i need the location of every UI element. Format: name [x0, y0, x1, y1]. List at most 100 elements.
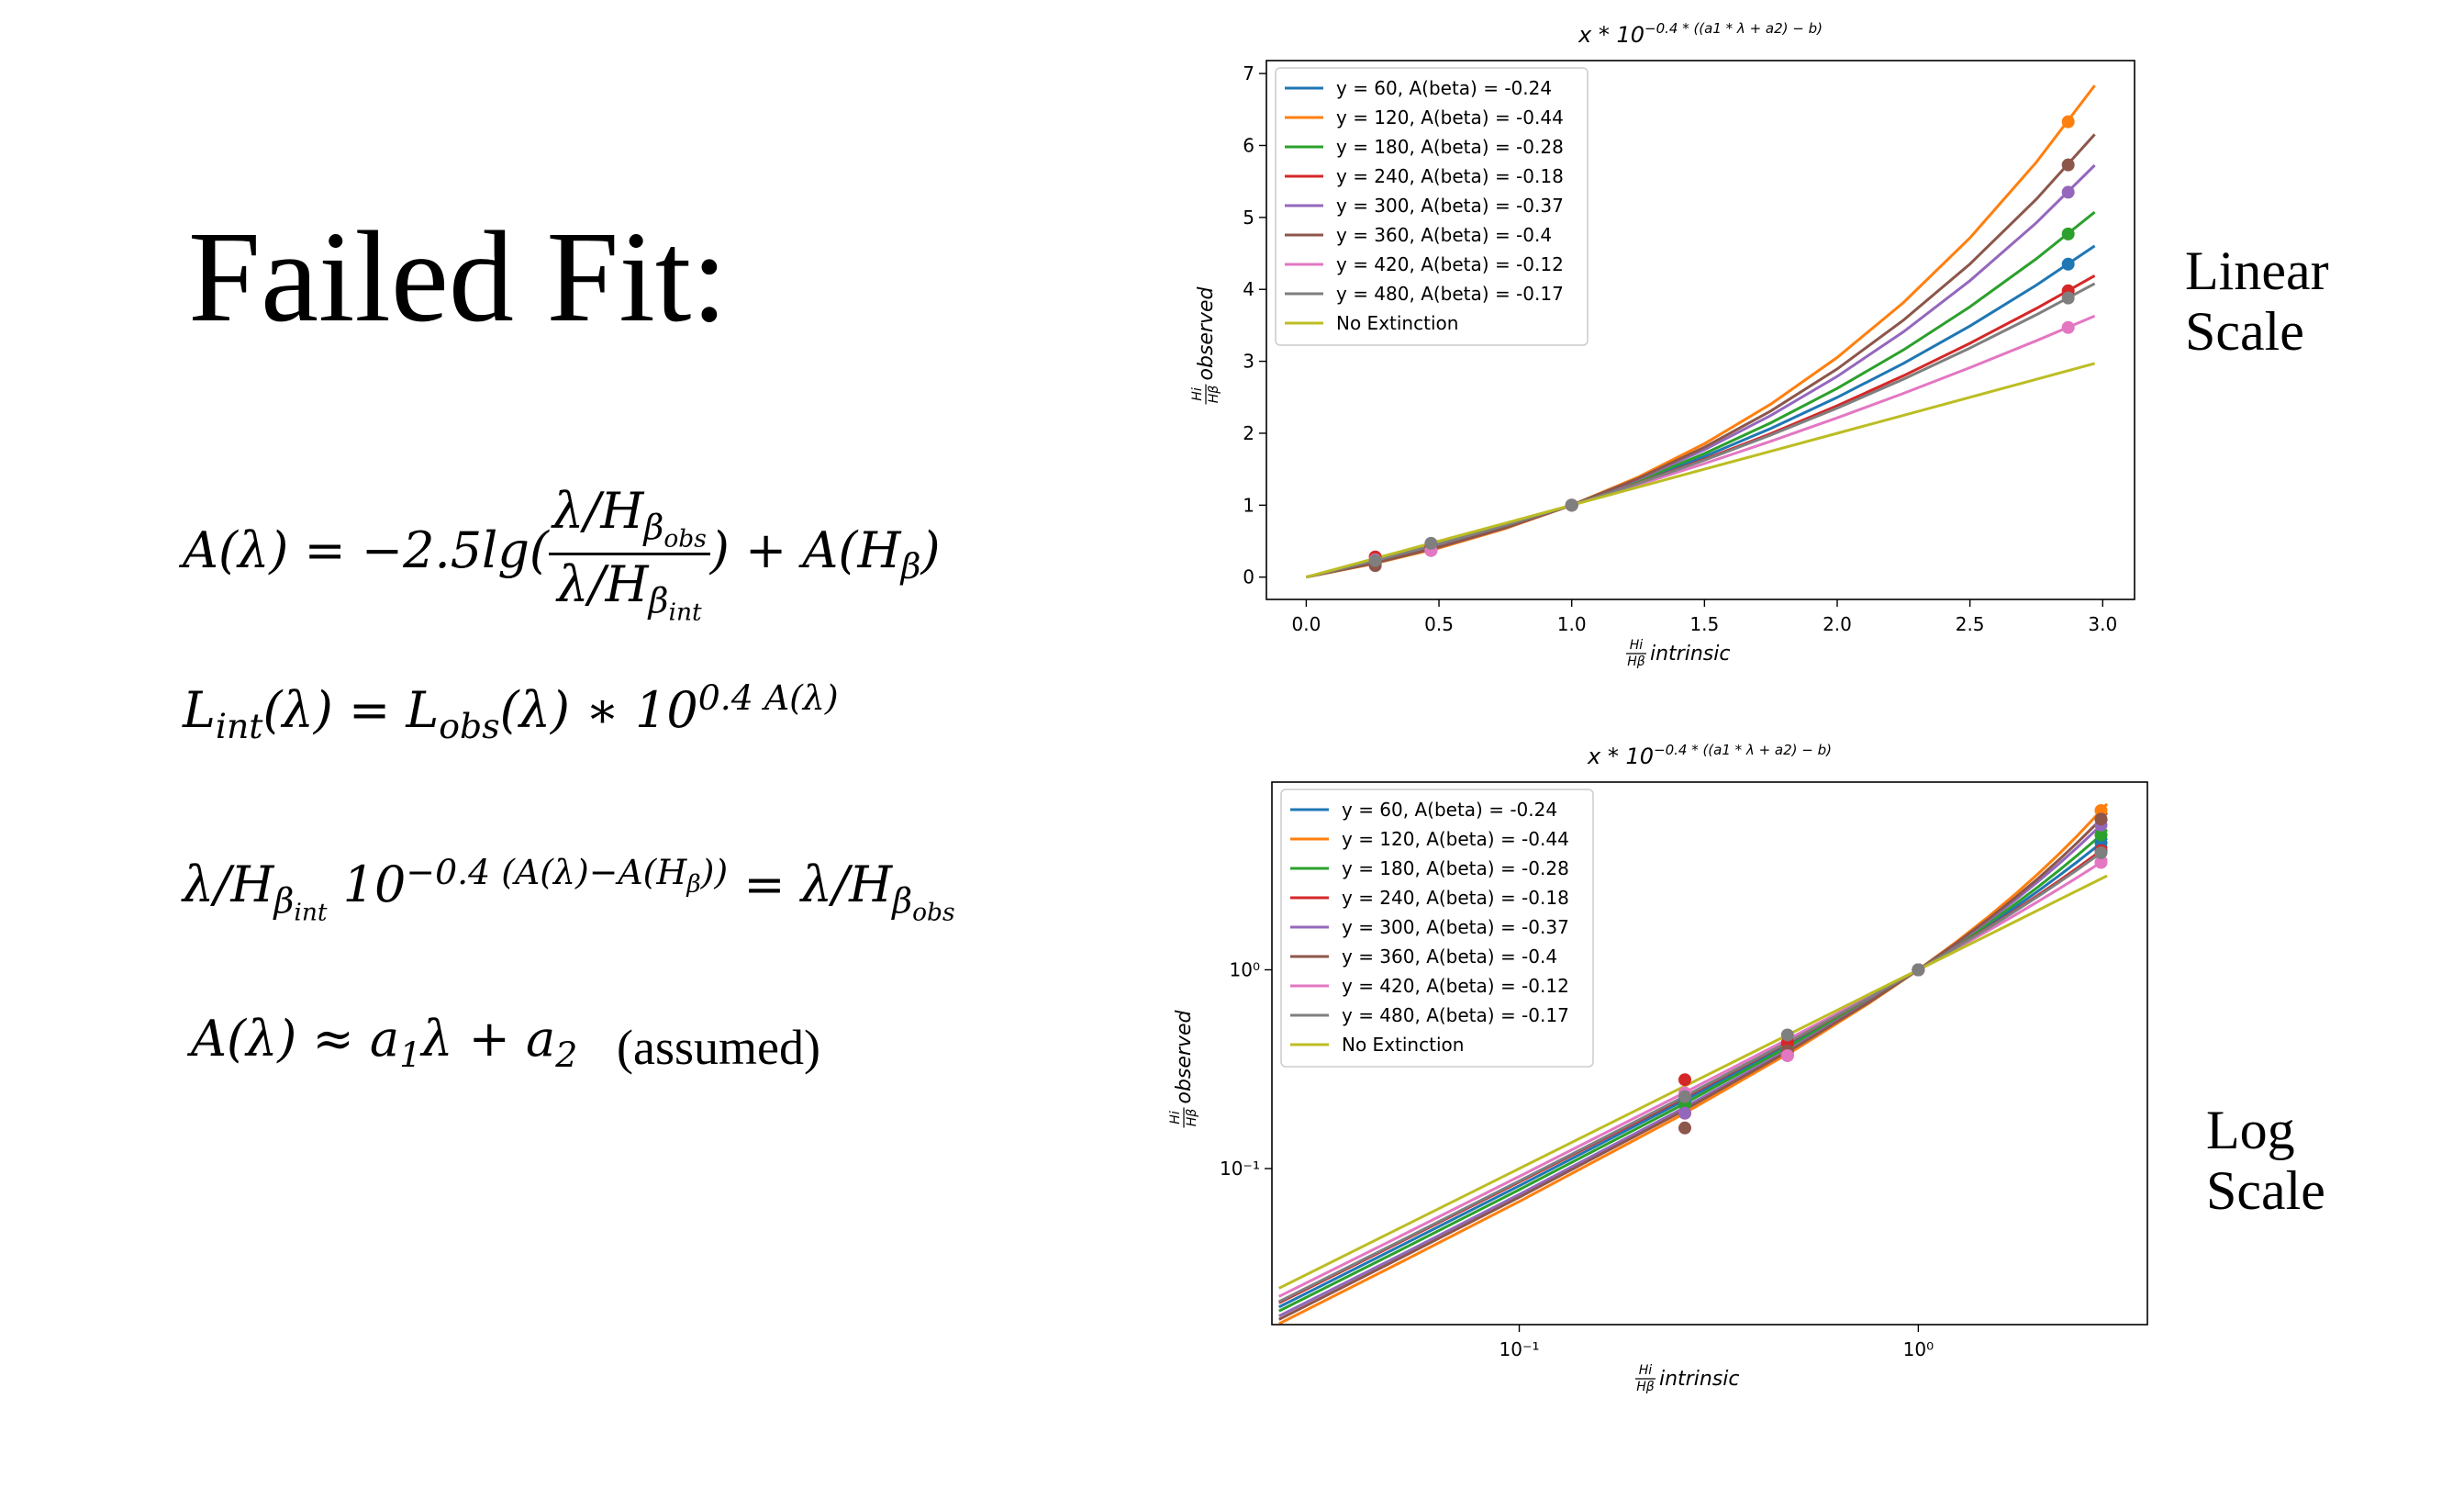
- equation: A(λ) = −2.5lg(λ/Hβobs λ/Hβint) + A(Hβ): [183, 482, 941, 627]
- chart: x * 10−0.4 * ((a1 * λ + a2) − b) 10⁻¹ 10⁰ 1…: [1168, 742, 2148, 1394]
- data-point: [2061, 320, 2075, 334]
- eq-sub: 1: [399, 1034, 422, 1075]
- chart-title: x * 10−0.4 * ((a1 * λ + a2) − b): [1578, 20, 1823, 48]
- data-point: [2094, 812, 2108, 826]
- legend-label: y = 300, A(beta) = -0.37: [1336, 195, 1564, 217]
- eq-sub: int: [294, 898, 328, 927]
- legend-label: y = 60, A(beta) = -0.24: [1342, 799, 1557, 821]
- x-tick-label: 2.0: [1823, 613, 1852, 635]
- y-label: Hi Hβ observed: [1190, 285, 1221, 405]
- series-line: [1306, 282, 2096, 579]
- eq-sub: 2: [555, 1034, 578, 1075]
- y-tick-label: 2: [1243, 422, 1254, 444]
- title-exponent: −0.4 * ((a1 * λ + a2) − b): [1654, 742, 1832, 758]
- data-point: [2061, 291, 2075, 305]
- eq-text: (λ) = L: [262, 681, 440, 739]
- denominator: λ/Hβint: [549, 555, 710, 626]
- axes-frame: [1265, 60, 2135, 600]
- eq-text: 10: [327, 856, 407, 913]
- legend-label: y = 420, A(beta) = -0.12: [1342, 975, 1569, 997]
- series-line: [1278, 847, 2108, 1303]
- legend-label: No Extinction: [1342, 1034, 1464, 1056]
- legend-label: y = 300, A(beta) = -0.37: [1342, 916, 1569, 938]
- x-tick-label: 0.5: [1424, 613, 1454, 635]
- label-denominator: Hβ: [1627, 654, 1645, 669]
- label-text: intrinsic: [1659, 1368, 1739, 1391]
- data-point: [2061, 158, 2075, 172]
- label-numerator: Hi: [1639, 1363, 1653, 1378]
- eq-sub: obs: [439, 705, 500, 746]
- data-point: [1368, 554, 1382, 567]
- legend-label: y = 120, A(beta) = -0.44: [1336, 106, 1564, 129]
- x-tick-label: 10⁻¹: [1500, 1338, 1540, 1360]
- eq-sup: −0.4 (A(λ)−A(H: [406, 852, 687, 892]
- data-point: [1678, 1090, 1691, 1103]
- legend-label: y = 180, A(beta) = -0.28: [1342, 857, 1569, 879]
- fraction: λ/Hβobs λ/Hβint: [548, 482, 710, 627]
- eq-sup: )): [700, 852, 729, 892]
- eq-text: λ/H: [552, 482, 644, 540]
- axes-frame: [1271, 781, 2148, 1326]
- data-point: [1678, 1106, 1691, 1120]
- y-tick-label: 6: [1243, 134, 1254, 156]
- eq-text: A(λ) ≈ a: [191, 1010, 400, 1068]
- scale-label: Linear Scale: [2185, 241, 2329, 362]
- label-text: observed: [1173, 1009, 1196, 1103]
- eq-sub: int: [668, 598, 702, 627]
- legend-label: y = 240, A(beta) = -0.18: [1336, 165, 1564, 187]
- x-tick-label: 1.5: [1689, 613, 1719, 635]
- data-point: [1780, 1028, 1794, 1042]
- label-denominator: Hβ: [1185, 1109, 1199, 1127]
- series-line: [1278, 811, 2109, 1321]
- label-denominator: Hβ: [1207, 386, 1221, 404]
- legend-label: y = 60, A(beta) = -0.24: [1336, 77, 1552, 99]
- data-point: [2061, 227, 2075, 241]
- equation: λ/Hβint 10−0.4 (A(λ)−A(Hβ)) = λ/Hβobs: [183, 852, 955, 926]
- eq-sub: β: [273, 879, 295, 921]
- numerator: λ/Hβobs: [548, 482, 710, 556]
- data-point: [2094, 828, 2108, 842]
- eq-sub: β: [686, 869, 701, 899]
- y-tick-label: 0: [1243, 566, 1254, 588]
- eq-sup: 0.4 A(λ): [697, 677, 839, 718]
- data-point: [2094, 856, 2108, 869]
- x-tick-label: 3.0: [2088, 613, 2117, 635]
- series-line: [1306, 133, 2096, 579]
- y-tick-label: 10⁻¹: [1220, 1158, 1260, 1180]
- eq-text: ): [920, 520, 941, 579]
- label-text: intrinsic: [1650, 643, 1730, 666]
- y-tick-label: 3: [1243, 351, 1254, 373]
- equation: A(λ) ≈ a1λ + a2: [191, 1010, 577, 1075]
- equation: Lint(λ) = Lobs(λ) ∗ 100.4 A(λ): [183, 677, 839, 746]
- eq-text: λ/H: [183, 856, 274, 913]
- eq-text: ) + A(H: [709, 520, 901, 579]
- eq-sub: obs: [663, 524, 707, 554]
- x-tick-label: 2.5: [1956, 613, 1985, 635]
- title-exponent: −0.4 * ((a1 * λ + a2) − b): [1645, 20, 1823, 37]
- series-line: [1278, 874, 2108, 1290]
- eq-sub: β: [900, 545, 921, 587]
- eq-sub: β: [643, 506, 664, 547]
- eq-text: A(λ) = −2.5lg(: [183, 520, 549, 579]
- legend-label: y = 120, A(beta) = -0.44: [1342, 828, 1569, 850]
- legend-label: y = 180, A(beta) = -0.28: [1336, 136, 1564, 158]
- title-base: x * 10: [1578, 22, 1645, 48]
- scale-label: Log Scale: [2206, 1100, 2325, 1221]
- y-tick-label: 1: [1243, 494, 1254, 516]
- eq-sub: obs: [912, 898, 955, 927]
- eq-text: L: [183, 681, 216, 739]
- data-point: [2094, 846, 2108, 860]
- chart: x * 10−0.4 * ((a1 * λ + a2) − b) 0.0 0.5 1.…: [1190, 20, 2135, 669]
- legend-label: y = 480, A(beta) = -0.17: [1342, 1004, 1569, 1026]
- data-point: [2061, 257, 2075, 271]
- eq-text: λ + a: [421, 1010, 556, 1068]
- eq-text: λ/H: [557, 555, 649, 614]
- data-point: [1912, 963, 1925, 977]
- eq-sub: int: [215, 705, 263, 746]
- data-point: [2061, 115, 2075, 129]
- eq-sub: β: [892, 879, 913, 921]
- y-tick-label: 4: [1243, 278, 1254, 300]
- label-numerator: Hi: [1168, 1111, 1183, 1124]
- plot-area: [1278, 802, 2109, 1325]
